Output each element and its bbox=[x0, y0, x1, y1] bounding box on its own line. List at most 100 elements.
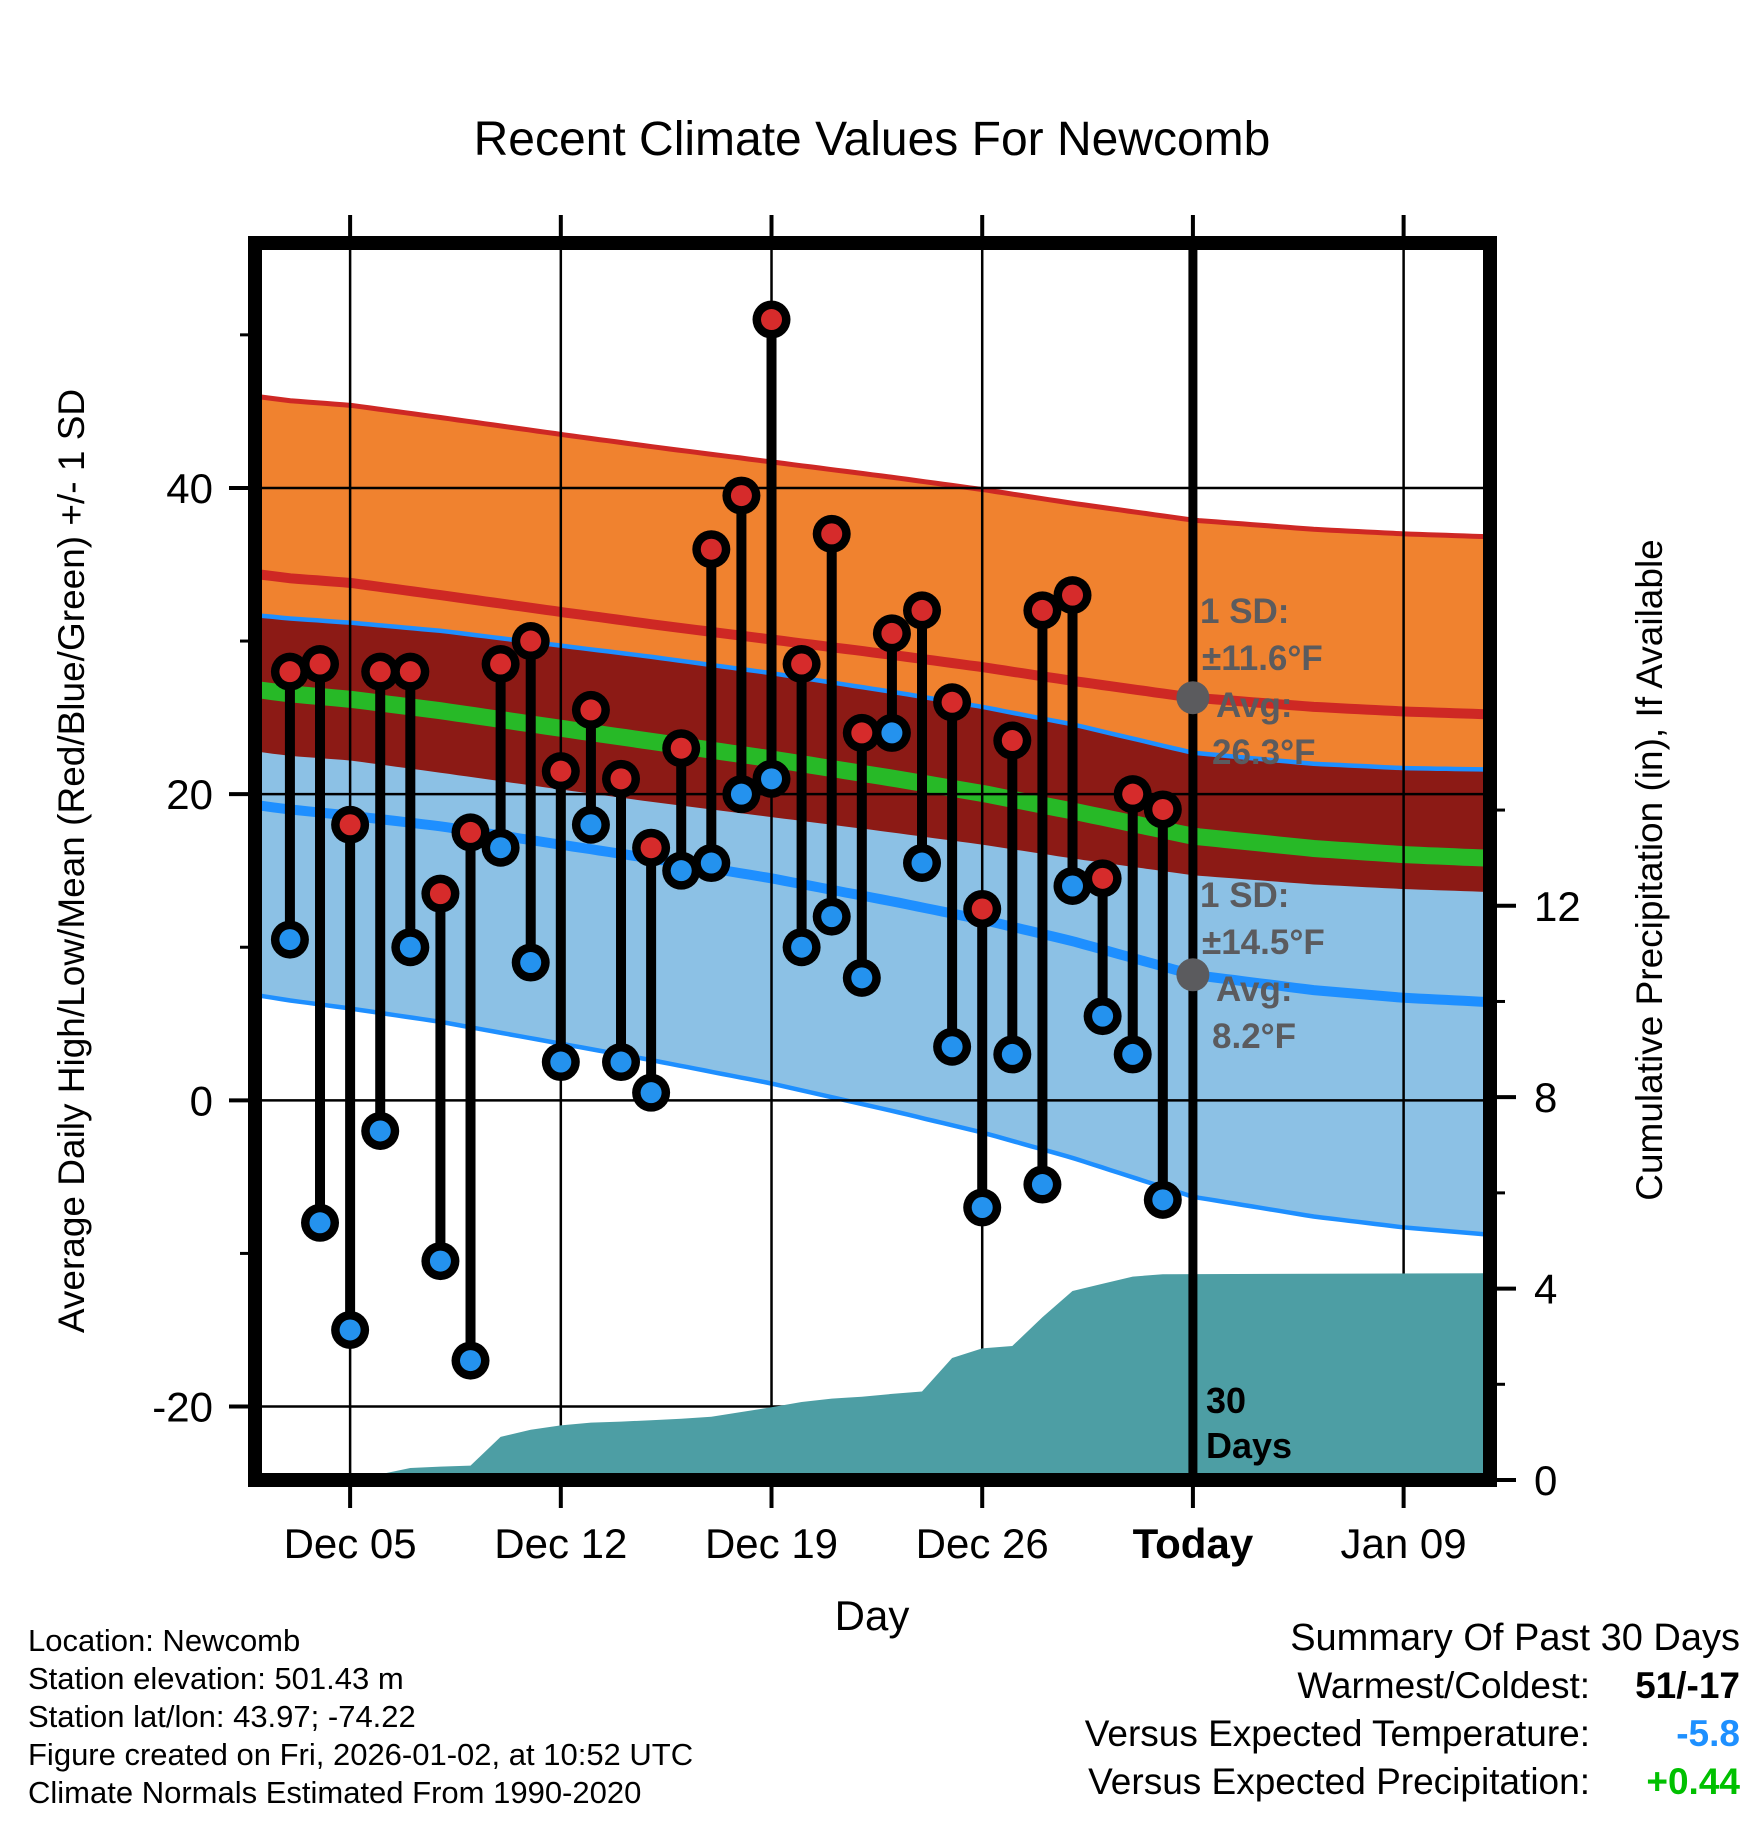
x-tick-label: Today bbox=[1133, 1520, 1254, 1567]
summary-row-vs-temperature: Versus Expected Temperature: -5.8 bbox=[1085, 1710, 1740, 1758]
high-dot bbox=[309, 653, 331, 675]
daily-stem bbox=[331, 805, 370, 1349]
metadata-elevation: Station elevation: 501.43 m bbox=[28, 1661, 404, 1696]
low-band-top-edge bbox=[254, 612, 1491, 772]
low-dot bbox=[1122, 1043, 1144, 1065]
chart-title: Recent Climate Values For Newcomb bbox=[473, 113, 1271, 166]
high-dot bbox=[941, 691, 963, 713]
low-dot bbox=[971, 1196, 993, 1218]
low-dot bbox=[700, 852, 722, 874]
high-dot bbox=[429, 883, 451, 905]
high-dot bbox=[520, 630, 542, 652]
low-dot bbox=[851, 967, 873, 989]
x-axis-label: Day bbox=[834, 1592, 910, 1639]
low-dot bbox=[1062, 875, 1084, 897]
low-dot bbox=[1031, 1174, 1053, 1196]
low-dot bbox=[550, 1051, 572, 1073]
annotation-sd-value: ±14.5°F bbox=[1202, 923, 1325, 962]
low-dot bbox=[399, 936, 421, 958]
summary-label: Versus Expected Temperature: bbox=[1084, 1713, 1590, 1754]
daily-stem bbox=[1023, 591, 1062, 1204]
summary-row-warmest-coldest: Warmest/Coldest: 51/-17 bbox=[1085, 1662, 1740, 1710]
high-dot bbox=[1001, 730, 1023, 752]
daily-stem bbox=[993, 721, 1032, 1074]
low-dot bbox=[610, 1051, 632, 1073]
metadata-normals: Climate Normals Estimated From 1990-2020 bbox=[28, 1775, 642, 1810]
summary-value: -5.8 bbox=[1676, 1713, 1740, 1754]
annotation-anchor-dot bbox=[1176, 958, 1210, 992]
summary-row-vs-precipitation: Versus Expected Precipitation: +0.44 bbox=[1085, 1758, 1740, 1806]
daily-stem bbox=[270, 652, 309, 959]
daily-stem bbox=[541, 752, 580, 1082]
annotation-sd-label: 1 SD: bbox=[1200, 592, 1290, 631]
high-dot bbox=[1152, 798, 1174, 820]
high-dot bbox=[399, 661, 421, 683]
high-dot bbox=[339, 814, 361, 836]
high-dot bbox=[881, 622, 903, 644]
metadata-latlon: Station lat/lon: 43.97; -74.22 bbox=[28, 1699, 416, 1734]
annotation-anchor-dot bbox=[1176, 681, 1210, 715]
plot-border bbox=[248, 236, 1497, 1487]
daily-stem bbox=[451, 813, 490, 1380]
x-tick-label: Dec 19 bbox=[705, 1520, 838, 1567]
thirty-days-line1: 30 bbox=[1206, 1380, 1247, 1421]
daily-stem bbox=[692, 530, 731, 883]
annotation-avg-label: Avg: bbox=[1216, 970, 1293, 1009]
high-dot bbox=[550, 760, 572, 782]
metadata-created: Figure created on Fri, 2026-01-02, at 10… bbox=[28, 1737, 694, 1772]
high-dot bbox=[1092, 867, 1114, 889]
metadata-location: Location: Newcomb bbox=[28, 1623, 301, 1658]
temp-tick-label: 20 bbox=[166, 771, 213, 818]
x-tick-label: Dec 26 bbox=[916, 1520, 1049, 1567]
low-dot bbox=[881, 722, 903, 744]
low-dot bbox=[520, 952, 542, 974]
daily-stem bbox=[933, 683, 972, 1066]
high-dot bbox=[640, 837, 662, 859]
low-dot bbox=[309, 1212, 331, 1234]
annotation-avg-value: 26.3°F bbox=[1212, 733, 1316, 772]
daily-stem bbox=[872, 614, 911, 752]
low-dot bbox=[761, 768, 783, 790]
high-dot bbox=[670, 737, 692, 759]
cumulative-precipitation-area bbox=[255, 1273, 1490, 1480]
high-dot bbox=[791, 653, 813, 675]
summary-label: Versus Expected Precipitation: bbox=[1088, 1761, 1590, 1802]
daily-stem bbox=[722, 476, 761, 814]
past-30-days-summary: Summary Of Past 30 Days Warmest/Coldest:… bbox=[1085, 1614, 1740, 1806]
high-dot bbox=[460, 821, 482, 843]
daily-stem bbox=[602, 759, 641, 1082]
mean-temperature-line bbox=[253, 680, 1491, 867]
daily-stem bbox=[632, 828, 671, 1112]
thirty-days-note: 30 Days bbox=[1206, 1378, 1292, 1468]
high-dot bbox=[1122, 783, 1144, 805]
low-dot bbox=[1001, 1043, 1023, 1065]
high-dot bbox=[851, 722, 873, 744]
low-dot bbox=[1152, 1189, 1174, 1211]
high-dot bbox=[911, 599, 933, 621]
low-dot bbox=[791, 936, 813, 958]
daily-stem bbox=[421, 874, 460, 1281]
precip-tick-label: 0 bbox=[1534, 1457, 1557, 1504]
temp-tick-label: -20 bbox=[152, 1384, 213, 1431]
annotation-avg-value: 8.2°F bbox=[1212, 1017, 1297, 1056]
low-dot bbox=[670, 860, 692, 882]
daily-stem bbox=[1053, 576, 1092, 905]
high-dot bbox=[971, 898, 993, 920]
temp-tick-label: 40 bbox=[166, 465, 213, 512]
high-dot bbox=[490, 653, 512, 675]
high-dot bbox=[580, 699, 602, 721]
daily-stem bbox=[481, 645, 520, 867]
high-dot bbox=[730, 485, 752, 507]
daily-stem bbox=[842, 713, 881, 997]
daily-stem bbox=[662, 729, 701, 890]
low-dot bbox=[821, 906, 843, 928]
x-tick-label: Dec 05 bbox=[284, 1520, 417, 1567]
summary-value: +0.44 bbox=[1646, 1761, 1740, 1802]
daily-stem bbox=[391, 652, 430, 967]
high-dot bbox=[1062, 584, 1084, 606]
annotation-sd-label: 1 SD: bbox=[1200, 876, 1290, 915]
daily-stem bbox=[1143, 790, 1182, 1219]
high-dot bbox=[700, 538, 722, 560]
precip-tick-label: 8 bbox=[1534, 1074, 1557, 1121]
